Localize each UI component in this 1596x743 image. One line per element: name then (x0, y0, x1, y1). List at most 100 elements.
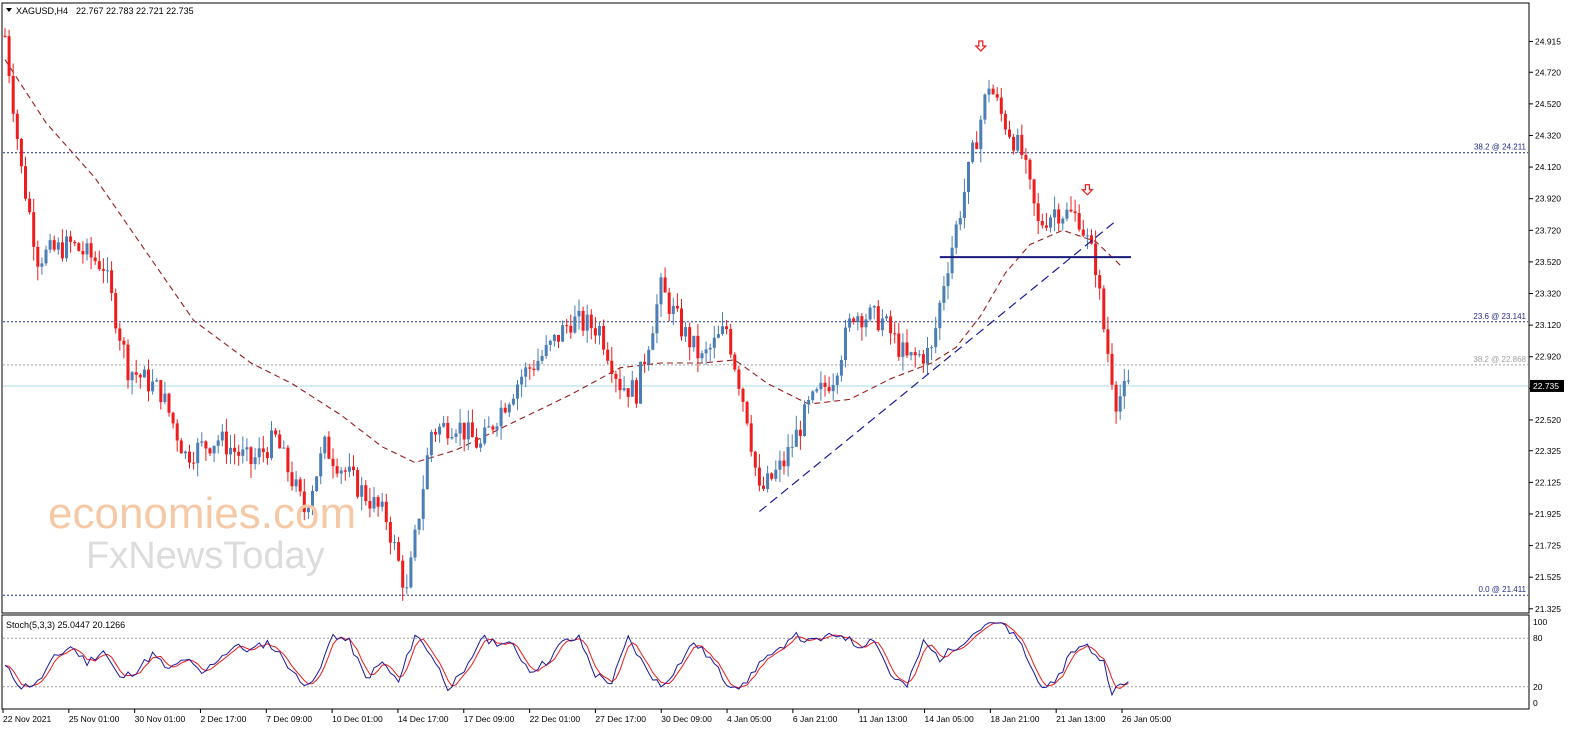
candle (487, 416, 491, 428)
candle-body (7, 36, 11, 76)
candle-body (602, 325, 606, 350)
candle (1122, 368, 1126, 409)
candle-body (655, 304, 659, 334)
time-tick-label: 25 Nov 01:00 (69, 714, 120, 724)
candle-body (335, 466, 339, 474)
candle-body (196, 442, 200, 464)
candle-body (200, 441, 204, 443)
candle (270, 421, 273, 461)
candle (257, 437, 261, 465)
time-tick-label: 22 Dec 01:00 (530, 714, 581, 724)
candle-body (454, 433, 458, 437)
candle (729, 323, 733, 359)
candle-body (807, 400, 811, 405)
candle-body (188, 451, 191, 463)
candle (196, 437, 200, 477)
candle-body (983, 94, 987, 120)
candle (856, 312, 860, 331)
candle (983, 93, 987, 125)
candle (1053, 196, 1057, 232)
candle (1012, 133, 1016, 155)
candle-body (81, 250, 85, 255)
candle (926, 337, 929, 375)
candle (142, 365, 146, 378)
candle-body (315, 476, 319, 492)
candle (827, 376, 831, 394)
stoch-tick-label: 80 (1533, 633, 1543, 643)
stochastic-panel-frame (1, 614, 1530, 710)
candle (475, 428, 478, 449)
candle (298, 476, 302, 497)
fib-levels: 38.2 @ 24.211 23.6 @ 23.141 38.2 @ 22.868 0… (3, 143, 1528, 596)
price-tick-label: 21.925 (1535, 509, 1561, 519)
time-tick-label: 26 Jan 05:00 (1122, 714, 1171, 724)
candle (958, 211, 962, 231)
candle (1020, 124, 1024, 159)
candle (700, 350, 704, 364)
candle-body (159, 380, 163, 403)
candle (73, 239, 77, 247)
candle-body (901, 342, 905, 357)
candle (593, 316, 597, 344)
candle-body (790, 446, 794, 448)
candle (909, 351, 913, 361)
candle (786, 434, 790, 477)
candle-body (958, 218, 962, 225)
candle (151, 369, 155, 395)
candle-body (1061, 218, 1065, 224)
candle-body (749, 423, 753, 452)
candle (511, 393, 515, 406)
price-tick-label: 24.320 (1535, 130, 1561, 140)
candle-body (536, 360, 540, 371)
candle-body (167, 393, 171, 413)
candle (696, 324, 700, 373)
candle-body (700, 353, 704, 359)
candle (766, 465, 770, 493)
candle (339, 467, 343, 484)
candle (126, 339, 130, 389)
candle-body (971, 142, 975, 162)
candle-body (598, 325, 601, 336)
candle-body (815, 389, 819, 392)
candle-body (130, 372, 134, 381)
candle (741, 387, 745, 412)
candle-body (778, 460, 782, 470)
candle (536, 348, 540, 372)
candle-body (237, 451, 241, 456)
candle-body (339, 470, 343, 474)
candle (454, 429, 458, 444)
candle (671, 297, 675, 325)
candle-body (962, 192, 966, 219)
candle (208, 447, 212, 457)
watermark-economies: economies.com (48, 489, 356, 538)
candle (101, 258, 105, 284)
candle (913, 347, 917, 368)
candle-body (520, 376, 524, 385)
candle-body (573, 316, 577, 333)
candle (979, 115, 983, 163)
candle (552, 333, 556, 347)
stochastic-header: Stoch(5,3,3) 25.0447 20.1266 (6, 620, 125, 630)
candle-body (19, 138, 23, 167)
time-tick-label: 2 Dec 17:00 (200, 714, 246, 724)
candle-body (1016, 134, 1020, 151)
candle (987, 79, 991, 103)
candle-body (1098, 275, 1102, 289)
symbol-dropdown-icon[interactable] (6, 8, 12, 12)
candle-body (643, 361, 647, 365)
candle (864, 313, 868, 337)
candle (15, 109, 19, 151)
candle-body (975, 142, 979, 149)
candle (659, 273, 663, 317)
candle (749, 414, 753, 457)
candle-body (409, 557, 413, 588)
candle (1069, 196, 1073, 213)
fib-level-label: 0.0 @ 21.411 (1478, 585, 1526, 594)
watermark-fxnewstoday: FxNewsToday (86, 535, 325, 577)
candle-body (762, 485, 765, 489)
candle-body (745, 401, 749, 424)
candle (962, 178, 966, 229)
candle (118, 322, 122, 351)
candle-body (680, 308, 683, 337)
